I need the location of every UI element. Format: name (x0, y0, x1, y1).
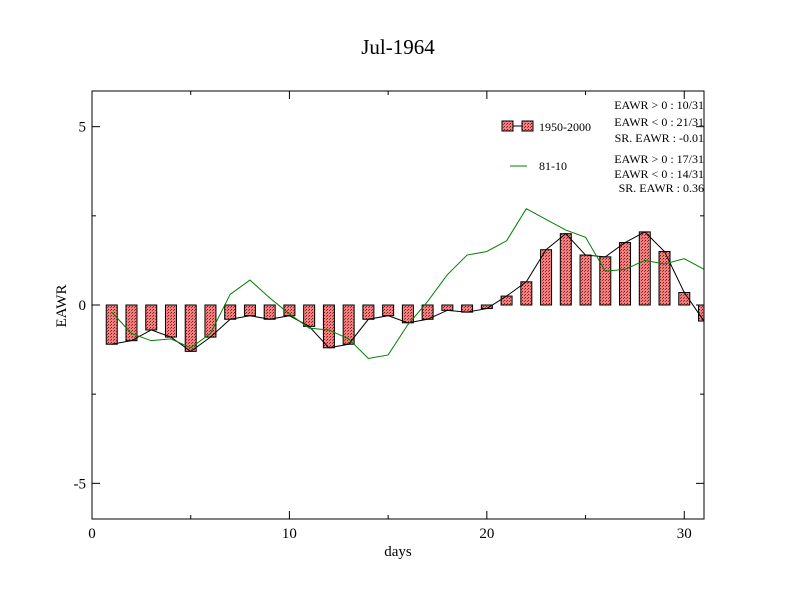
y-tick-label: 5 (79, 120, 87, 136)
stat-line: EAWR > 0 : 17/31 (614, 152, 704, 166)
stat-line: SR. EAWR : 0.36 (619, 181, 704, 195)
bar-day-6 (204, 304, 217, 338)
bar-day-18 (441, 304, 454, 311)
legend-label-1950-2000: 1950-2000 (539, 120, 591, 134)
x-tick-label: 20 (479, 526, 494, 542)
bar-day-15 (382, 304, 395, 317)
bar-day-9 (263, 304, 276, 320)
y-axis-label: EAWR (54, 285, 70, 328)
stat-line: EAWR < 0 : 14/31 (614, 167, 704, 181)
bar-day-3 (145, 304, 158, 331)
bar-day-8 (243, 304, 256, 317)
stat-line: SR. EAWR : -0.01 (615, 131, 704, 145)
bar-day-27 (619, 242, 632, 306)
bar-day-12 (322, 304, 335, 349)
series-line-1950-2000 (111, 231, 704, 352)
bar-day-28 (638, 231, 651, 306)
bar-day-25 (579, 254, 592, 306)
bar-day-11 (303, 304, 316, 327)
plot-frame (91, 90, 705, 520)
series-line-81-10 (111, 208, 704, 360)
y-tick-label: 0 (79, 298, 87, 314)
bar-day-21 (500, 295, 513, 306)
legend-marker-1950-2000-b (521, 120, 534, 132)
legend-label-81-10: 81-10 (539, 159, 567, 173)
plot-area: 5 0 -5 0 10 20 30 (74, 90, 705, 542)
stats-1950-2000: EAWR > 0 : 10/31 EAWR < 0 : 21/31 SR. EA… (614, 98, 704, 145)
bar-day-7 (224, 304, 237, 320)
legend: 1950-2000 81-10 (501, 120, 591, 173)
legend-marker-1950-2000 (501, 120, 514, 132)
bar-day-4 (164, 304, 177, 338)
stats-81-10: EAWR > 0 : 17/31 EAWR < 0 : 14/31 SR. EA… (614, 152, 704, 195)
stat-line: EAWR > 0 : 10/31 (614, 98, 704, 112)
bar-day-1 (105, 304, 118, 345)
chart-title: Jul-1964 (361, 35, 435, 59)
x-tick-label: 0 (88, 526, 96, 542)
bar-day-24 (559, 233, 572, 306)
bar-day-23 (540, 249, 553, 306)
y-tick-label: -5 (74, 476, 87, 492)
x-axis-label: days (384, 544, 412, 560)
x-tick-label: 10 (282, 526, 297, 542)
x-tick-label: 30 (677, 526, 692, 542)
stat-line: EAWR < 0 : 21/31 (614, 115, 704, 129)
bar-day-22 (520, 281, 533, 306)
bar-day-14 (362, 304, 375, 320)
